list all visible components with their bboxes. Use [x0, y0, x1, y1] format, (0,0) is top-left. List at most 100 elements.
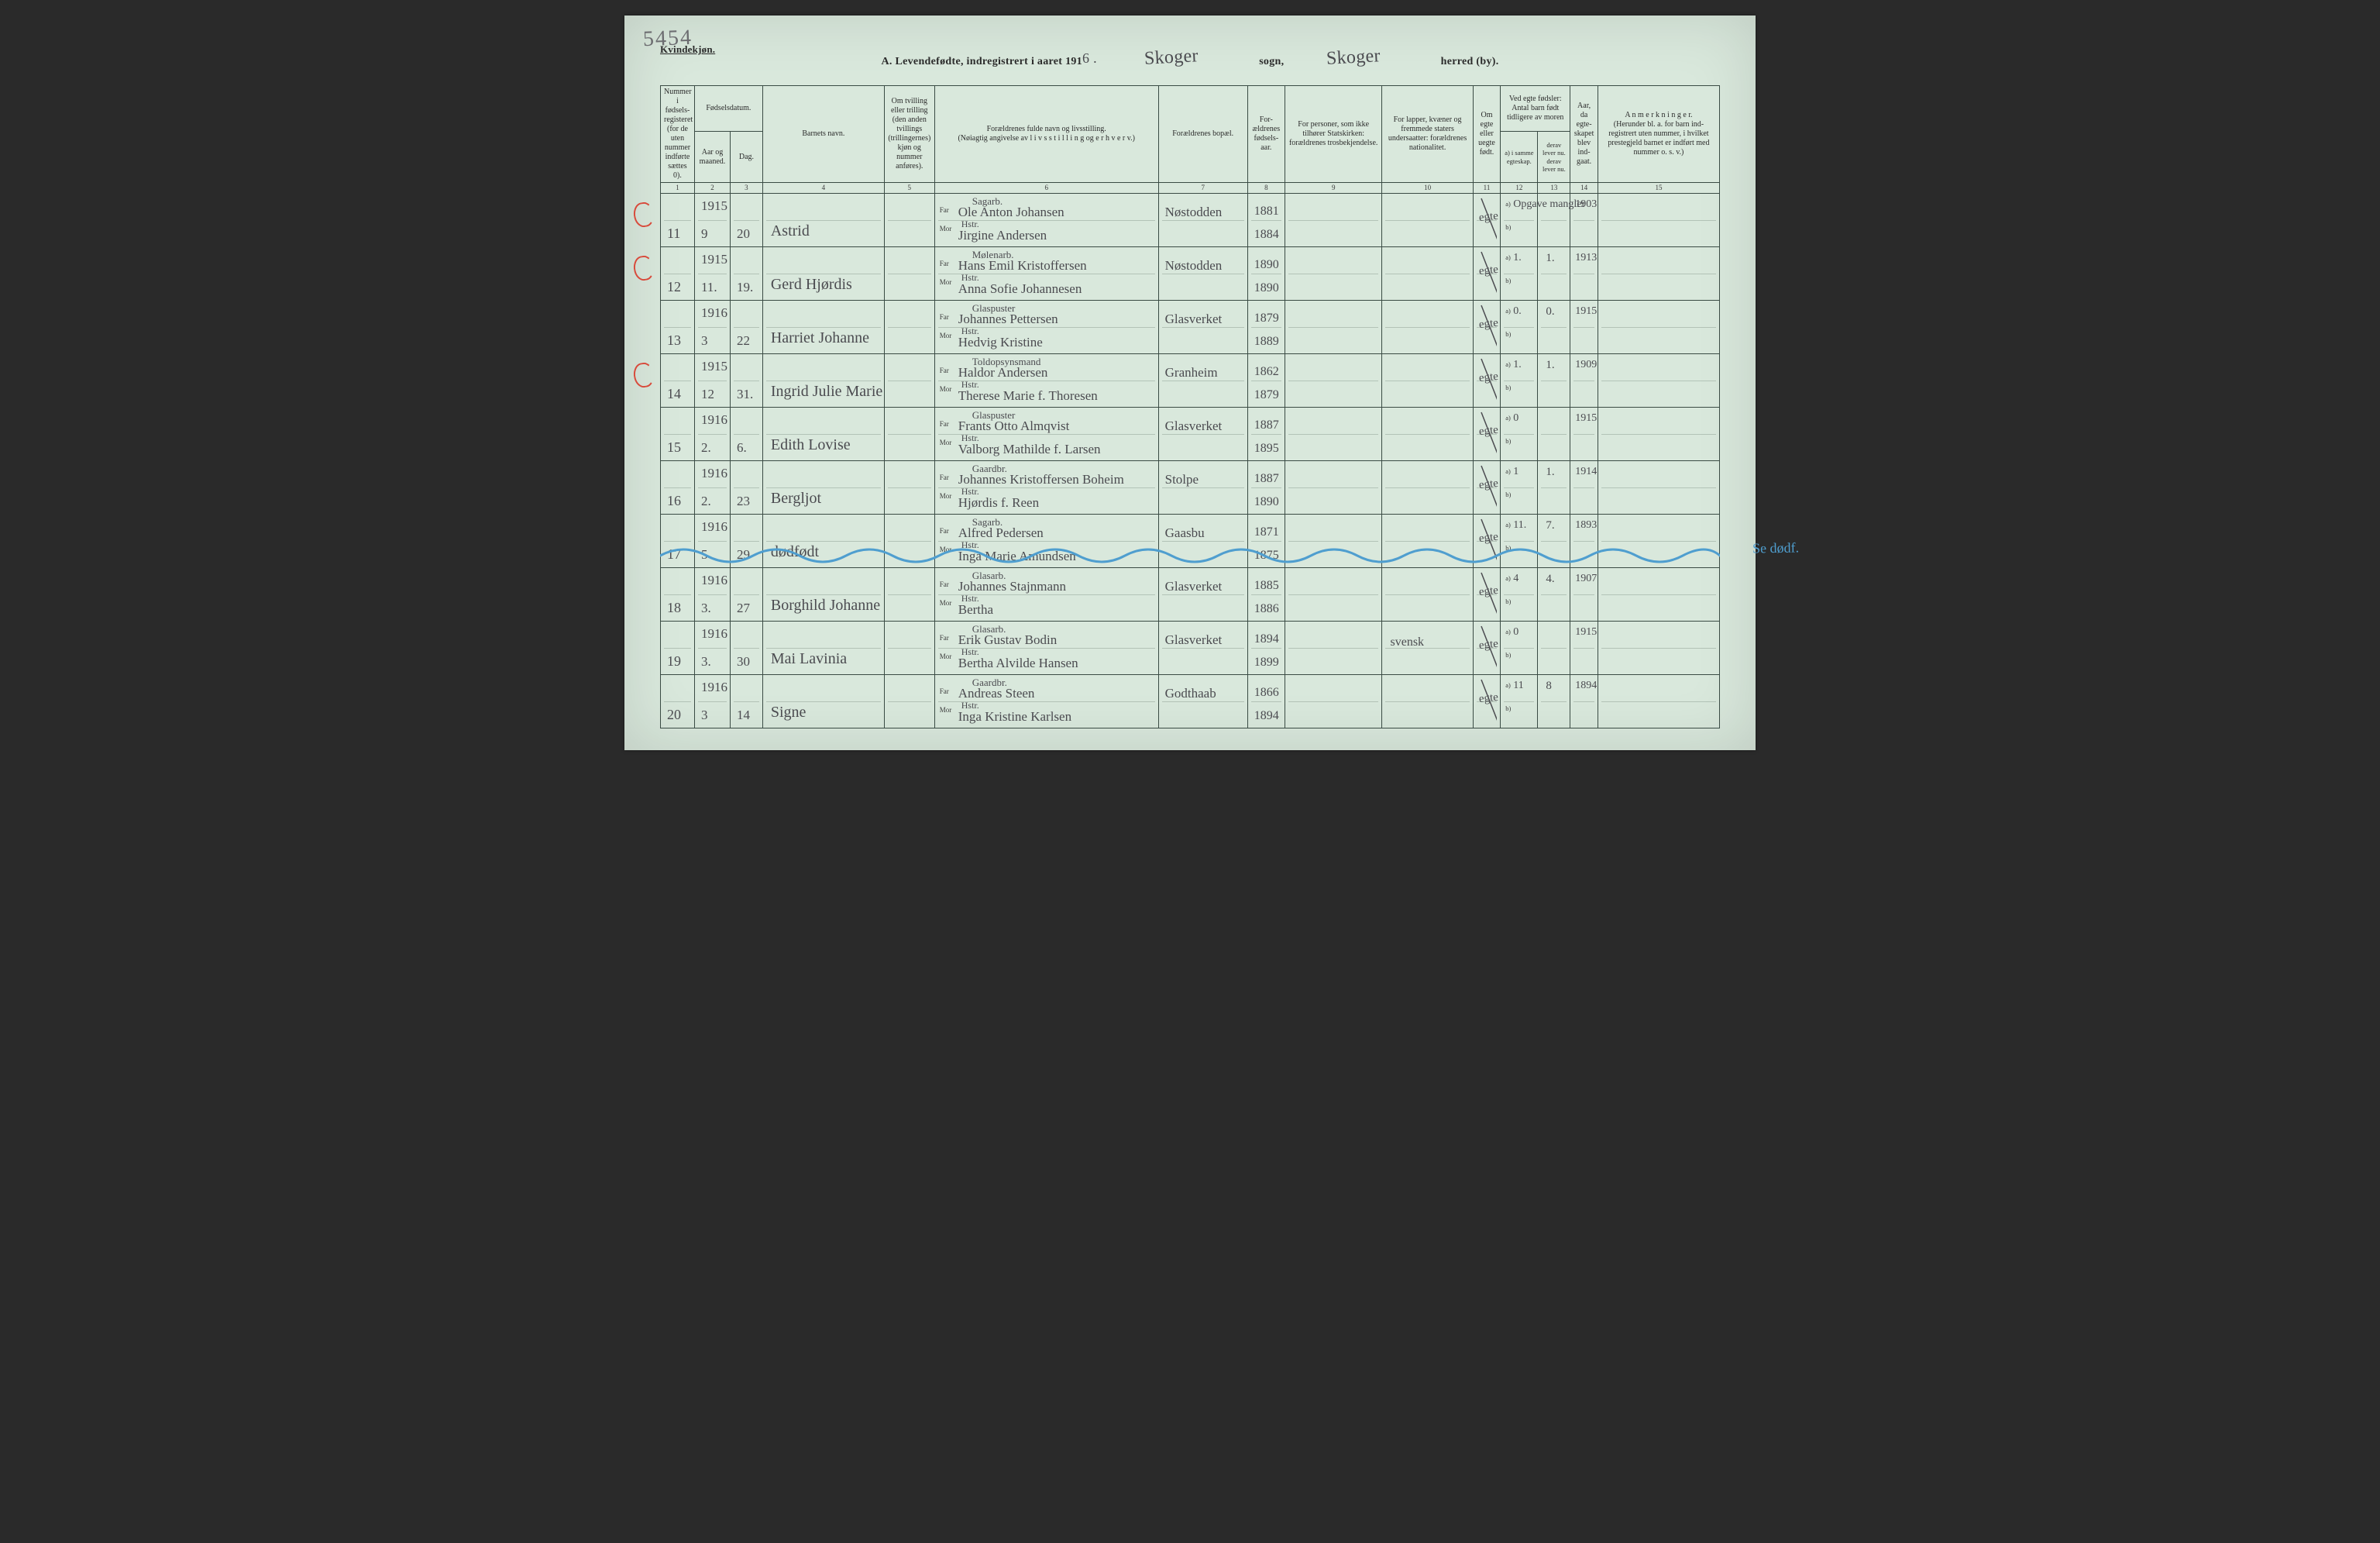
- far-label: Far: [940, 206, 949, 214]
- col-head-8: For-ældrenes fødsels-aar.: [1247, 86, 1285, 183]
- mother-name: Valborg Mathilde f. Larsen: [958, 442, 1101, 457]
- mother-birth-year: 1889: [1254, 335, 1279, 349]
- table-head: Nummer i fødsels-registeret (for de uten…: [661, 86, 1720, 194]
- legitimacy: egte: [1478, 424, 1499, 439]
- prior-children-a: 0: [1513, 412, 1518, 425]
- cell-legitimacy: egte: [1473, 353, 1501, 407]
- cell-residence: Godthaab: [1158, 674, 1247, 728]
- mother-name: Jirgine Andersen: [958, 228, 1047, 243]
- cell-prior-children: a) b) 1.: [1501, 353, 1538, 407]
- far-label: Far: [940, 527, 949, 535]
- child-name: Edith Lovise: [771, 436, 851, 454]
- cell-residence: Nøstodden: [1158, 246, 1247, 300]
- cell-marriage-year: 1915: [1570, 407, 1598, 460]
- birth-month: 2.: [701, 440, 711, 456]
- ab-b-label: b): [1505, 651, 1511, 659]
- cell-parents: Glaspuster Far Frants Otto Almqvist Mor …: [934, 407, 1158, 460]
- colnum: 12: [1501, 183, 1538, 194]
- seq-number: 16: [667, 493, 681, 509]
- birth-year: 1915: [701, 198, 727, 214]
- birth-day: 19.: [737, 280, 753, 295]
- cell-parents: Glasarb. Far Johannes Stajnmann Mor Hstr…: [934, 567, 1158, 621]
- legitimacy: egte: [1478, 210, 1499, 226]
- cell-date-ym: 1916 2.: [694, 407, 730, 460]
- child-name: Ingrid Julie Marie: [771, 383, 882, 401]
- birth-day: 30: [737, 654, 750, 670]
- cell-parent-years: 1866 1894: [1247, 674, 1285, 728]
- residence: Gaasbu: [1165, 525, 1205, 541]
- birth-year: 1916: [701, 519, 727, 535]
- colnum: 15: [1598, 183, 1719, 194]
- far-label: Far: [940, 634, 949, 642]
- cell-legitimacy: egte: [1473, 193, 1501, 246]
- cell-legitimacy: egte: [1473, 514, 1501, 567]
- colnum: 2: [694, 183, 730, 194]
- cell-prior-children: a) b) 0.: [1501, 300, 1538, 353]
- mor-label: Mor: [940, 653, 952, 660]
- mor-label: Mor: [940, 492, 952, 500]
- cell-nationality: [1382, 353, 1473, 407]
- birth-month: 9: [701, 226, 708, 242]
- marriage-year: 1894: [1575, 680, 1597, 692]
- living-now: 4.: [1546, 573, 1554, 586]
- col-head-6: Forældrenes fulde navn og livsstilling. …: [934, 86, 1158, 183]
- mother-birth-year: 1879: [1254, 388, 1279, 402]
- cell-parent-years: 1885 1886: [1247, 567, 1285, 621]
- col-head-12g: Ved egte fødsler: Antal barn født tidlig…: [1501, 86, 1570, 132]
- father-name: Johannes Pettersen: [958, 312, 1058, 327]
- cell-seq: 15: [661, 407, 695, 460]
- cell-date-ym: 1915 11.: [694, 246, 730, 300]
- cell-child: Astrid: [762, 193, 884, 246]
- cell-confession: [1285, 621, 1382, 674]
- col-head-14: Aar, da egte-skapet blev ind-gaat.: [1570, 86, 1598, 183]
- cell-date-day: 23: [731, 460, 763, 514]
- legitimacy: egte: [1478, 317, 1499, 332]
- cell-parent-years: 1862 1879: [1247, 353, 1285, 407]
- birth-month: 3.: [701, 601, 711, 616]
- legitimacy: egte: [1478, 638, 1499, 653]
- father-birth-year: 1894: [1254, 632, 1279, 646]
- child-name: Mai Lavinia: [771, 650, 847, 668]
- cell-remarks: [1598, 567, 1719, 621]
- father-birth-year: 1890: [1254, 258, 1279, 272]
- seq-number: 11: [667, 226, 680, 242]
- cell-date-day: 22: [731, 300, 763, 353]
- seq-number: 17: [667, 546, 681, 563]
- father-name: Haldor Andersen: [958, 365, 1048, 381]
- mother-name: Bertha: [958, 602, 993, 618]
- cell-confession: [1285, 514, 1382, 567]
- cell-twin: [884, 407, 934, 460]
- cell-twin: [884, 674, 934, 728]
- cell-confession: [1285, 460, 1382, 514]
- far-label: Far: [940, 260, 949, 267]
- ab-b-label: b): [1505, 544, 1511, 552]
- residence: Glasverket: [1165, 312, 1223, 327]
- cell-legitimacy: egte: [1473, 674, 1501, 728]
- birth-year: 1916: [701, 305, 727, 321]
- table-row: 181916 3.27Borghild JohanneGlasarb. Far …: [661, 567, 1720, 621]
- cell-twin: [884, 514, 934, 567]
- birth-day: 14: [737, 708, 750, 723]
- cell-residence: Granheim: [1158, 353, 1247, 407]
- cell-marriage-year: 1907: [1570, 567, 1598, 621]
- table-row: 141915 1231.Ingrid Julie MarieToldopsyns…: [661, 353, 1720, 407]
- cell-marriage-year: 1915: [1570, 300, 1598, 353]
- legitimacy: egte: [1478, 370, 1499, 386]
- cell-remarks: [1598, 407, 1719, 460]
- cell-twin: [884, 246, 934, 300]
- cell-date-day: 31.: [731, 353, 763, 407]
- father-birth-year: 1862: [1254, 365, 1279, 379]
- cell-legitimacy: egte: [1473, 300, 1501, 353]
- living-now: 7.: [1546, 519, 1554, 532]
- mother-name: Inga Marie Amundsen: [958, 549, 1076, 564]
- cell-living-now: 1.: [1538, 246, 1570, 300]
- cell-date-day: 20: [731, 193, 763, 246]
- cell-date-ym: 1916 3.: [694, 621, 730, 674]
- birth-year: 1916: [701, 412, 727, 428]
- sheet-number-scribble: 5454: [642, 26, 693, 52]
- col-head-1: Nummer i fødsels-registeret (for de uten…: [661, 86, 695, 183]
- cell-legitimacy: egte: [1473, 567, 1501, 621]
- child-name: Borghild Johanne: [771, 597, 880, 615]
- prior-children-a: 11.: [1513, 519, 1526, 532]
- child-name: Signe: [771, 704, 807, 722]
